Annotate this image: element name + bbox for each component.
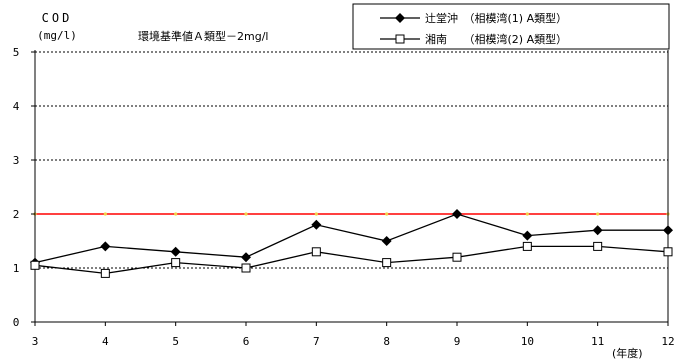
y-tick-label: 3 [13,154,20,167]
x-tick-label: 6 [243,335,250,348]
x-axis-title: (年度) [612,346,643,360]
series-2-point [100,268,110,278]
series-2-point [522,241,532,251]
x-tick-label: 3 [32,335,39,348]
reference-line [33,212,670,216]
series-1-point [592,225,603,236]
x-tick-label: 7 [313,335,320,348]
legend-marker-series-2 [395,34,405,44]
series-group [30,209,673,278]
series-line-2 [34,245,669,275]
legend-label-series-1: 辻堂沖 （相模湾(1) A類型） [425,11,567,25]
y-axis-title-line1: COD [42,11,73,25]
reference-fleck [314,212,318,216]
y-tick-label: 1 [13,262,20,275]
reference-fleck [525,212,529,216]
x-tick-label: 11 [591,335,604,348]
series-2-point [593,241,603,251]
series-line-1 [34,213,668,264]
legend-label-series-2: 湘南 （相模湾(2) A類型） [425,32,567,46]
series-2-point [382,258,392,268]
x-tick-label: 9 [454,335,461,348]
x-tick-label: 12 [661,335,674,348]
legend-marker-series-1 [395,13,405,23]
reference-line-label: 環境基準値Ａ類型－2mg/l [138,29,268,43]
y-tick-label: 5 [13,46,20,59]
series-1-point [170,246,181,257]
x-tick-label: 4 [102,335,109,348]
series-1-point [381,236,392,246]
series-1-point [452,209,462,219]
series-1-point [241,252,251,263]
y-axis-title-line2: (mg/l) [37,29,77,42]
series-2-point [311,247,321,257]
reference-fleck [244,212,248,216]
reference-fleck [103,212,107,216]
x-tick-labels: 3 4 5 6 7 8 9 10 11 12 [32,335,675,348]
axes [31,50,669,326]
y-tick-label: 4 [13,100,20,113]
series-1-point [522,230,533,241]
series-1-point [311,219,322,230]
reference-fleck [174,212,178,216]
series-2-point [30,260,40,270]
reference-fleck [385,212,389,216]
series-1-point [100,241,111,252]
y-tick-label: 2 [13,208,20,221]
y-tick-labels: 0 1 2 3 4 5 [13,46,20,329]
series-2-point [452,252,462,262]
series-2-point [241,263,251,273]
x-tick-label: 8 [383,335,390,348]
x-tick-label: 5 [172,335,179,348]
legend: 辻堂沖 （相模湾(1) A類型） 湘南 （相模湾(2) A類型） [352,3,670,50]
gridlines [35,51,668,269]
series-2-point [663,247,673,257]
legend-box [352,3,670,50]
series-2-point [171,258,181,268]
x-tick-label: 10 [521,335,534,348]
y-tick-label: 0 [13,316,20,329]
series-1-point [663,225,673,236]
reference-fleck [596,212,600,216]
